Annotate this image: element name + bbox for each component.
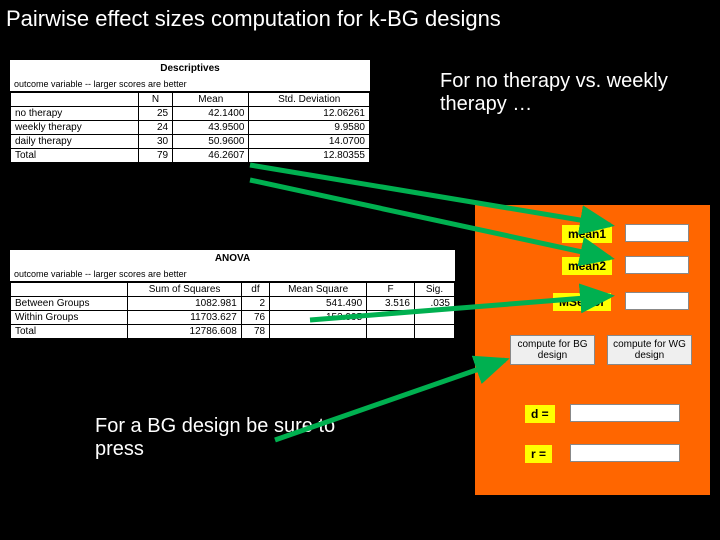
annotation-no-vs-weekly: For no therapy vs. weekly therapy … xyxy=(440,70,690,116)
col-blank xyxy=(11,282,128,297)
table-row: Within Groups 11703.627 76 153.995 xyxy=(11,311,455,325)
mserror-input[interactable] xyxy=(625,292,689,310)
page-title: Pairwise effect sizes computation for k-… xyxy=(6,6,501,32)
anova-table: ANOVA outcome variable -- larger scores … xyxy=(10,250,455,340)
anova-subtitle: outcome variable -- larger scores are be… xyxy=(10,267,455,281)
table-row: Between Groups 1082.981 2 541.490 3.516 … xyxy=(11,297,455,311)
compute-bg-button[interactable]: compute for BG design xyxy=(510,335,595,365)
compute-wg-button[interactable]: compute for WG design xyxy=(607,335,692,365)
mean2-label: mean2 xyxy=(562,257,612,275)
col-f: F xyxy=(367,282,415,297)
table-row: daily therapy 30 50.9600 14.0700 xyxy=(11,135,370,149)
anova-title: ANOVA xyxy=(10,250,455,267)
descriptives-grid: N Mean Std. Deviation no therapy 25 42.1… xyxy=(10,91,370,164)
effect-size-calculator: mean1 mean2 MSerror compute for BG desig… xyxy=(475,205,710,495)
descriptives-title: Descriptives xyxy=(10,60,370,77)
col-df: df xyxy=(241,282,269,297)
col-ms: Mean Square xyxy=(270,282,367,297)
descriptives-table: Descriptives outcome variable -- larger … xyxy=(10,60,370,164)
table-row: Total 12786.608 78 xyxy=(11,325,455,340)
anova-grid: Sum of Squares df Mean Square F Sig. Bet… xyxy=(10,281,455,340)
r-label: r = xyxy=(525,445,552,463)
col-std: Std. Deviation xyxy=(249,92,370,107)
mserror-label: MSerror xyxy=(553,293,611,311)
table-row: no therapy 25 42.1400 12.06261 xyxy=(11,107,370,121)
descriptives-subtitle: outcome variable -- larger scores are be… xyxy=(10,77,370,91)
mean1-label: mean1 xyxy=(562,225,612,243)
annotation-bg-design: For a BG design be sure to press xyxy=(95,415,345,461)
d-label: d = xyxy=(525,405,555,423)
r-output[interactable] xyxy=(570,444,680,462)
col-blank xyxy=(11,92,139,107)
mean2-input[interactable] xyxy=(625,256,689,274)
col-n: N xyxy=(139,92,173,107)
d-output[interactable] xyxy=(570,404,680,422)
mean1-input[interactable] xyxy=(625,224,689,242)
table-row: Total 79 46.2607 12.80355 xyxy=(11,149,370,164)
col-mean: Mean xyxy=(173,92,249,107)
col-sig: Sig. xyxy=(414,282,454,297)
col-ss: Sum of Squares xyxy=(128,282,241,297)
table-row: weekly therapy 24 43.9500 9.9580 xyxy=(11,121,370,135)
